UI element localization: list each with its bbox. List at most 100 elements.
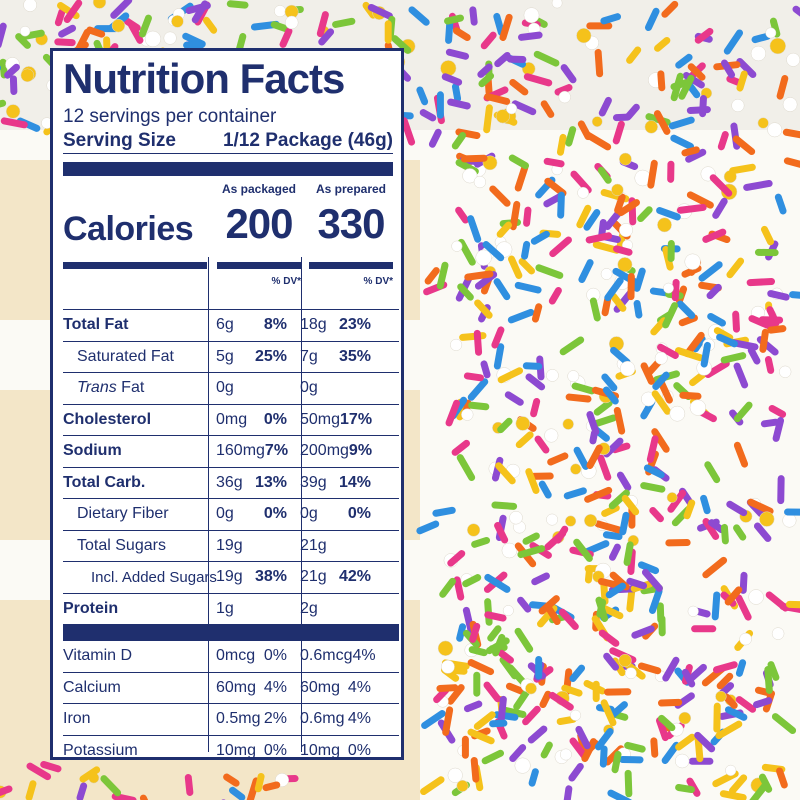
sprinkle <box>584 486 613 503</box>
nutrient-prepared-cell: 0g 0% <box>294 505 378 523</box>
sprinkle <box>482 241 505 262</box>
sprinkle <box>726 257 745 279</box>
sprinkle <box>4 63 20 79</box>
sprinkle-pearl <box>786 52 800 67</box>
sprinkle <box>589 297 601 322</box>
sprinkle-pearl <box>674 753 690 769</box>
sprinkle-pearl <box>92 0 107 9</box>
sprinkle <box>54 8 66 27</box>
sprinkle <box>400 117 416 146</box>
sprinkle <box>685 148 707 163</box>
sprinkle <box>489 185 511 207</box>
vitamin-name: Calcium <box>63 678 121 696</box>
nutrition-facts-label: Nutrition Facts 12 servings per containe… <box>50 48 404 760</box>
nutrient-row: Trans Fat 0g 0g <box>63 372 399 404</box>
sprinkle <box>785 600 800 609</box>
sprinkle <box>0 117 28 129</box>
sprinkle <box>499 13 513 42</box>
sprinkle <box>573 446 590 470</box>
nutrient-prepared-cell: 21g <box>294 537 378 555</box>
sprinkle <box>478 72 495 88</box>
sprinkle <box>662 302 679 329</box>
sprinkle <box>603 652 620 671</box>
amount: 18g <box>300 316 327 334</box>
sprinkle <box>316 11 329 38</box>
sprinkle <box>467 378 489 401</box>
sprinkle <box>598 629 620 647</box>
sprinkle <box>602 386 619 405</box>
sprinkle-pearl <box>600 268 613 280</box>
sprinkle <box>767 325 787 334</box>
sprinkle <box>724 706 748 721</box>
sprinkle <box>318 28 335 46</box>
nutrient-prepared-cell: 2g <box>294 600 378 618</box>
sprinkle <box>769 17 781 38</box>
sprinkle <box>767 290 790 301</box>
sprinkle-pearl <box>769 37 786 55</box>
sprinkle <box>586 22 613 30</box>
sprinkle-pearl <box>501 542 518 559</box>
sprinkle <box>496 221 512 238</box>
sprinkle <box>668 116 695 130</box>
percent-dv: 14% <box>338 473 371 491</box>
amount: 5g <box>216 347 234 365</box>
sprinkle <box>717 131 729 151</box>
sprinkle <box>445 48 470 60</box>
sprinkle <box>569 664 586 682</box>
nutrient-prepared-cell: 200mg 9% <box>294 442 378 460</box>
sprinkle-pearl <box>725 764 737 776</box>
sprinkle-pearl <box>569 709 582 721</box>
sprinkle <box>419 109 437 122</box>
sprinkle <box>586 444 603 470</box>
nutrient-name: Incl. Added Sugars <box>91 568 217 586</box>
calories-divider <box>63 262 207 269</box>
nutrient-prepared-cell: 50mg 17% <box>294 411 378 429</box>
sprinkle <box>451 439 470 456</box>
sprinkle <box>699 95 707 118</box>
sprinkle <box>640 482 666 493</box>
amount: 60mg <box>216 678 257 696</box>
sprinkle <box>612 113 632 122</box>
sprinkle <box>678 74 695 100</box>
sprinkle <box>447 98 471 110</box>
sprinkle <box>455 128 481 140</box>
sprinkle <box>585 232 613 244</box>
sprinkle <box>453 576 465 601</box>
sprinkle <box>184 773 194 796</box>
column-header-prepared: As prepared <box>315 182 387 196</box>
sprinkle <box>649 507 664 523</box>
sprinkle <box>691 625 717 633</box>
sprinkle <box>656 206 681 221</box>
sprinkle <box>633 300 643 319</box>
sprinkle <box>702 556 728 579</box>
sprinkle <box>0 22 7 49</box>
sprinkle <box>549 236 572 258</box>
sprinkle <box>548 286 562 305</box>
sprinkle-pearl <box>663 282 674 294</box>
sprinkle-pearl <box>506 103 518 115</box>
sprinkle <box>123 17 141 32</box>
sprinkle <box>576 204 592 229</box>
nutrient-packaged-cell: 0mg 0% <box>210 411 294 429</box>
percent-dv: 0% <box>263 741 287 759</box>
sprinkle <box>436 261 449 290</box>
sprinkle-pearl <box>765 27 777 39</box>
nutrient-row: Total Carb. 36g 13% 39g 14% <box>63 466 399 499</box>
vitamin-row: Vitamin D 0mcg 0% 0.6mcg 4% <box>63 640 399 672</box>
sprinkle <box>600 13 622 25</box>
sprinkle <box>391 35 412 54</box>
sprinkle-pearl <box>576 28 592 44</box>
sprinkle <box>495 462 516 485</box>
sprinkle <box>421 710 446 729</box>
sprinkle <box>483 104 493 134</box>
sprinkle-pearl <box>570 463 582 475</box>
sprinkle <box>183 41 206 49</box>
sprinkle <box>470 756 480 783</box>
sprinkle-pearl <box>559 748 572 761</box>
sprinkle <box>720 523 729 545</box>
sprinkle <box>540 100 555 118</box>
sprinkle <box>626 46 642 64</box>
sprinkle <box>525 373 546 391</box>
percent-dv: 4% <box>347 678 371 696</box>
sprinkle <box>473 711 496 730</box>
